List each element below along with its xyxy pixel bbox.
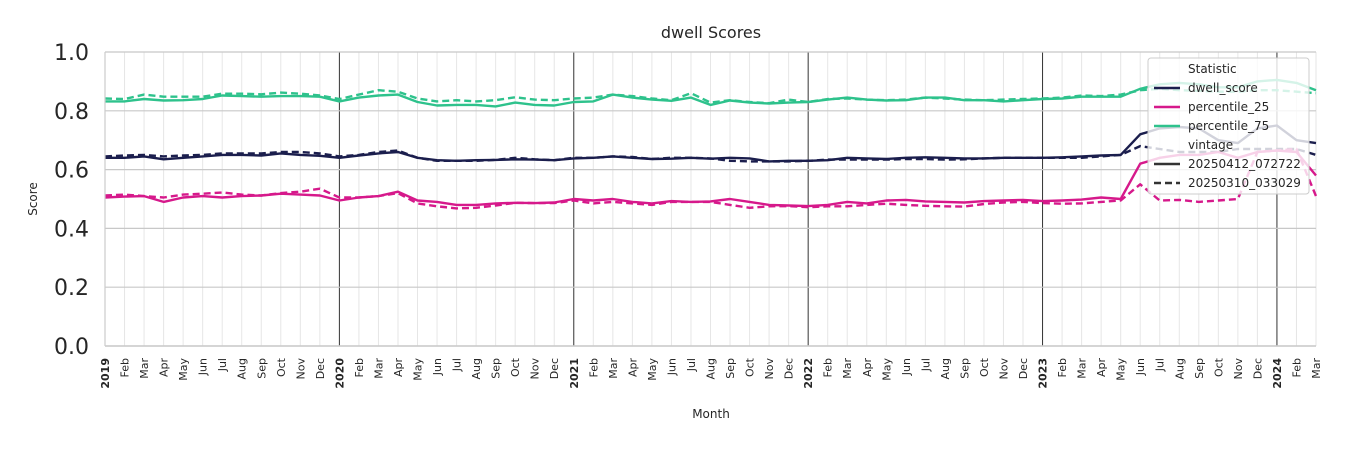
series-line-percentile_25-dashed xyxy=(104,147,1318,210)
series-line-percentile_25-solid xyxy=(104,149,1317,208)
x-tick-month-label: Mar xyxy=(372,358,385,379)
x-tick-month-label: Feb xyxy=(587,358,600,377)
x-tick-month-label: Nov xyxy=(1232,358,1245,380)
y-tick-label: 0.8 xyxy=(54,100,89,125)
x-tick-month-label: May xyxy=(177,358,190,381)
x-tick-month-label: Aug xyxy=(939,358,952,379)
x-tick-month-label: May xyxy=(646,358,659,381)
x-tick-month-label: Apr xyxy=(1095,358,1108,378)
x-tick-month-label: Feb xyxy=(353,358,366,377)
series-line-dwell_score-dashed xyxy=(104,144,1317,163)
series-line-percentile_75-solid xyxy=(105,78,1317,108)
x-tick-year-label: 2023 xyxy=(1037,358,1050,389)
legend-vintage-header: vintage xyxy=(1188,138,1233,152)
x-tick-month-label: Apr xyxy=(392,358,405,378)
x-tick-month-label: Jul xyxy=(919,358,932,372)
x-tick-month-label: Feb xyxy=(822,358,835,377)
x-tick-month-label: Jun xyxy=(1134,358,1147,376)
x-tick-year-label: 2022 xyxy=(802,358,815,389)
legend-label-percentile_25: percentile_25 xyxy=(1188,100,1269,114)
x-tick-month-label: May xyxy=(412,358,425,381)
x-tick-month-label: Aug xyxy=(1173,358,1186,379)
legend-box xyxy=(1147,57,1310,195)
x-tick-month-label: Nov xyxy=(294,358,307,380)
y-tick-label: 0.6 xyxy=(54,159,89,184)
x-tick-month-label: May xyxy=(1115,358,1128,381)
x-tick-month-label: Dec xyxy=(783,358,796,379)
x-tick-month-label: Feb xyxy=(119,358,132,377)
x-tick-month-label: Oct xyxy=(509,357,522,377)
x-tick-month-label: Nov xyxy=(997,358,1010,380)
y-tick-label: 0.0 xyxy=(54,335,89,360)
x-tick-month-label: Sep xyxy=(958,358,971,379)
x-tick-month-label: May xyxy=(880,358,893,381)
x-tick-month-label: Mar xyxy=(1076,358,1089,379)
x-tick-month-label: Aug xyxy=(236,358,249,379)
legend-label-vintage-dashed: 20250310_033029 xyxy=(1188,176,1301,190)
legend-label-dwell_score: dwell_score xyxy=(1188,81,1258,95)
y-axis-label: Score xyxy=(26,182,40,216)
x-tick-month-label: Mar xyxy=(607,358,620,379)
x-tick-month-label: Dec xyxy=(1017,358,1030,379)
x-tick-month-label: Mar xyxy=(1310,358,1323,379)
chart-title: dwell Scores xyxy=(661,23,761,42)
x-tick-month-label: Mar xyxy=(138,358,151,379)
x-tick-month-label: Oct xyxy=(978,357,991,377)
legend: Statistic dwell_score percentile_25percent… xyxy=(1147,57,1310,195)
x-tick-month-label: Aug xyxy=(470,358,483,379)
x-tick-year-label: 2024 xyxy=(1271,358,1284,389)
x-tick-month-label: Jun xyxy=(900,358,913,376)
x-tick-month-label: Sep xyxy=(1193,358,1206,379)
series-lines xyxy=(104,78,1318,210)
x-tick-month-label: Jul xyxy=(685,358,698,372)
legend-label-vintage-solid: 20250412_072722 xyxy=(1188,157,1301,171)
x-tick-month-label: Sep xyxy=(255,358,268,379)
x-tick-month-label: Dec xyxy=(1251,358,1264,379)
legend-statistic-header: Statistic xyxy=(1188,62,1237,76)
x-tick-month-label: Apr xyxy=(861,358,874,378)
x-tick-month-label: Nov xyxy=(763,358,776,380)
x-tick-month-label: Sep xyxy=(490,358,503,379)
x-tick-month-label: Apr xyxy=(626,358,639,378)
y-tick-label: 1.0 xyxy=(54,41,89,66)
x-tick-month-label: Jul xyxy=(451,358,464,372)
x-axis-label: Month xyxy=(692,407,730,421)
x-tick-month-label: Sep xyxy=(724,358,737,379)
x-tick-month-label: Mar xyxy=(841,358,854,379)
x-tick-month-label: Jun xyxy=(197,358,210,376)
axes: 0.0 0.2 0.4 0.6 0.8 1.0 2019 Feb Mar Apr May Jun Jul… xyxy=(54,41,1323,389)
y-tick-label: 0.4 xyxy=(54,217,89,242)
x-tick-month-label: Jul xyxy=(1154,358,1167,372)
x-tick-month-label: Jun xyxy=(665,358,678,376)
x-tick-month-label: Nov xyxy=(529,358,542,380)
x-tick-month-label: Oct xyxy=(1212,357,1225,377)
x-tick-month-label: Jun xyxy=(431,358,444,376)
x-tick-month-label: Oct xyxy=(275,357,288,377)
y-tick-label: 0.2 xyxy=(54,276,89,301)
x-tick-month-label: Apr xyxy=(158,358,171,378)
x-tick-month-label: Feb xyxy=(1056,358,1069,377)
x-tick-year-label: 2020 xyxy=(333,358,346,389)
x-tick-month-label: Dec xyxy=(548,358,561,379)
x-tick-month-label: Aug xyxy=(705,358,718,379)
series-line-percentile_75-dashed xyxy=(104,87,1317,105)
x-tick-year-label: 2021 xyxy=(568,358,581,389)
x-tick-month-label: Jul xyxy=(216,358,229,372)
x-tick-month-label: Oct xyxy=(744,357,757,377)
x-tick-month-label: Dec xyxy=(314,358,327,379)
x-tick-month-label: Feb xyxy=(1290,358,1303,377)
x-tick-year-label: 2019 xyxy=(99,358,112,389)
legend-label-percentile_75: percentile_75 xyxy=(1188,119,1269,133)
